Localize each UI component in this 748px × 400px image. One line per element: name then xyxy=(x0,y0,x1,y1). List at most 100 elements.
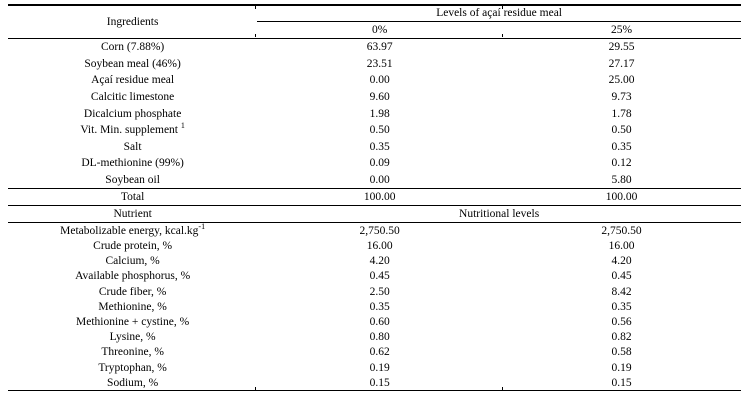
value-cell-0pct: 4.20 xyxy=(369,255,390,268)
header-row-levels: Ingredients Levels of açaí residue meal xyxy=(8,5,741,39)
column-divider-tick xyxy=(502,6,503,9)
ingredient-row: Vit. Min. supplement 1 0.50 0.50 xyxy=(8,122,741,139)
ingredient-row: Soybean oil 0.00 5.80 xyxy=(8,172,741,189)
total-label-cell: Total xyxy=(8,188,258,207)
exponent-superscript: -1 xyxy=(198,222,206,232)
ingredient-row: Soybean meal (46%) 23.51 27.17 xyxy=(8,56,741,73)
ingredients-section: Corn (7.88%) 63.97 29.55 Soybean meal (4… xyxy=(8,39,741,189)
diet-composition-table: Ingredients Levels of açaí residue meal … xyxy=(8,4,741,392)
nutrient-name-cell: Methionine, % xyxy=(8,299,257,314)
nutrient-row: Methionine, % 0.35 0.35 xyxy=(8,299,741,314)
nutrient-row: Sodium, % 0.15 0.15 xyxy=(8,375,741,392)
ingredient-row: Dicalcium phosphate 1.98 1.78 xyxy=(8,105,741,122)
nutrient-row: Crude protein, % 16.00 16.00 xyxy=(8,239,741,254)
ingredients-column-header: Ingredients xyxy=(8,5,258,39)
value-cell-25pct: 4.20 xyxy=(611,255,632,268)
nutrient-name-cell: Crude protein, % xyxy=(8,239,257,254)
nutrient-name-cell: Methionine + cystine, % xyxy=(8,314,257,329)
value-cell-25pct: 16.00 xyxy=(608,240,635,253)
value-cell-25pct: 0.12 xyxy=(611,157,632,170)
levels-spanning-header: Levels of açaí residue meal xyxy=(257,5,741,22)
column-divider-tick xyxy=(502,387,503,390)
nutrient-row: Available phosphorus, % 0.45 0.45 xyxy=(8,269,741,284)
nutrient-column-header: Nutrient xyxy=(8,205,258,224)
value-cell-25pct: 9.73 xyxy=(611,91,632,104)
nutrient-name-cell: Metabolizable energy, kcal.kg-1 xyxy=(8,223,257,239)
ingredient-name-text: Açaí residue meal xyxy=(91,74,175,87)
value-cell-0pct: 0.15 xyxy=(257,375,503,392)
value-cell-25pct: 5.80 xyxy=(611,174,632,187)
value-cell-0pct: 0.35 xyxy=(369,140,390,153)
value-cell-0pct: 0.19 xyxy=(369,361,390,374)
column-header-25pct: 25% xyxy=(502,21,741,39)
nutrient-name-text: Lysine, % xyxy=(109,331,156,344)
value-cell-0pct: 0.09 xyxy=(369,157,390,170)
ingredient-name-cell: Vit. Min. supplement 1 xyxy=(8,122,257,139)
value-cell-25pct: 0.58 xyxy=(611,346,632,359)
value-cell-25pct: 0.82 xyxy=(611,331,632,344)
total-value-25pct: 100.00 xyxy=(502,188,741,207)
value-cell-25pct: 27.17 xyxy=(608,57,635,70)
nutrient-name-text: Crude protein, % xyxy=(93,240,173,253)
value-cell-25pct: 25.00 xyxy=(608,74,635,87)
ingredient-row: DL-methionine (99%) 0.09 0.12 xyxy=(8,155,741,172)
nutrient-name-cell: Crude fiber, % xyxy=(8,284,257,299)
value-cell-25pct: 0.56 xyxy=(611,316,632,329)
value-cell-25pct: 0.19 xyxy=(611,361,632,374)
ingredient-name-text: Dicalcium phosphate xyxy=(83,107,182,120)
nutrients-section: Metabolizable energy, kcal.kg-1 2,750.50… xyxy=(8,223,741,392)
value-cell-25pct: 0.45 xyxy=(611,270,632,283)
ingredient-name-cell: Dicalcium phosphate xyxy=(8,105,257,122)
nutrient-name-cell: Calcium, % xyxy=(8,254,257,269)
ingredient-row: Calcitic limestone 9.60 9.73 xyxy=(8,89,741,106)
footnote-ref-superscript: 1 xyxy=(180,121,185,131)
ingredient-name-text: Soybean meal (46%) xyxy=(84,57,181,70)
value-cell-0pct: 0.00 xyxy=(369,174,390,187)
value-cell-0pct: 0.60 xyxy=(369,316,390,329)
ingredient-row: Salt 0.35 0.35 xyxy=(8,139,741,156)
value-cell-0pct: 0.00 xyxy=(369,74,390,87)
value-cell-0pct: 0.80 xyxy=(369,331,390,344)
ingredient-name-cell: Calcitic limestone xyxy=(8,89,257,106)
nutrient-row: Crude fiber, % 2.50 8.42 xyxy=(8,284,741,299)
nutrient-name-text: Available phosphorus, % xyxy=(75,270,191,283)
nutrient-row: Metabolizable energy, kcal.kg-1 2,750.50… xyxy=(8,223,741,239)
ingredient-name-cell: Açaí residue meal xyxy=(8,72,257,89)
nutrient-row: Threonine, % 0.62 0.58 xyxy=(8,345,741,360)
value-cell-25pct: 29.55 xyxy=(608,41,635,54)
nutrient-name-text: Methionine + cystine, % xyxy=(76,316,190,329)
nutrient-name-text: Metabolizable energy, kcal.kg xyxy=(60,224,199,237)
nutrient-name-cell: Available phosphorus, % xyxy=(8,269,257,284)
ingredient-name-text: Soybean oil xyxy=(105,174,160,187)
value-cell-25pct: 2,750.50 xyxy=(601,224,642,237)
ingredient-name-text: Corn (7.88%) xyxy=(100,41,165,54)
column-header-0pct: 0% xyxy=(257,21,503,39)
value-cell-25pct: 0.35 xyxy=(611,300,632,313)
ingredient-row: Açaí residue meal 0.00 25.00 xyxy=(8,72,741,89)
nutrient-header-row: Nutrient Nutritional levels xyxy=(8,205,741,224)
nutrient-name-cell: Threonine, % xyxy=(8,345,257,360)
table-header: Ingredients Levels of açaí residue meal … xyxy=(8,5,741,39)
value-cell-25pct: 0.50 xyxy=(611,124,632,137)
value-cell-0pct: 2.50 xyxy=(369,285,390,298)
nutrient-row: Methionine + cystine, % 0.60 0.56 xyxy=(8,314,741,329)
column-divider-tick xyxy=(255,34,256,37)
summary-section: Total 100.00 100.00 Nutrient Nutritional… xyxy=(8,188,741,224)
nutrient-name-text: Sodium, % xyxy=(107,376,159,389)
value-cell-25pct: 0.35 xyxy=(611,140,632,153)
value-cell-0pct: 2,750.50 xyxy=(359,224,400,237)
value-cell-0pct: 23.51 xyxy=(366,57,393,70)
column-divider-tick xyxy=(255,387,256,390)
column-divider-tick xyxy=(255,6,256,9)
value-cell-0pct: 9.60 xyxy=(369,91,390,104)
nutrient-name-text: Calcium, % xyxy=(105,255,160,268)
nutrient-name-text: Tryptophan, % xyxy=(98,361,167,374)
value-cell-0pct: 0.62 xyxy=(369,346,390,359)
nutritional-levels-spanning-header: Nutritional levels xyxy=(257,205,741,224)
nutrient-name-text: Threonine, % xyxy=(101,346,164,359)
value-cell-0pct: 0.50 xyxy=(369,124,390,137)
ingredient-name-cell: Soybean meal (46%) xyxy=(8,56,257,73)
nutrient-row: Tryptophan, % 0.19 0.19 xyxy=(8,360,741,375)
value-cell-0pct: 63.97 xyxy=(366,41,393,54)
